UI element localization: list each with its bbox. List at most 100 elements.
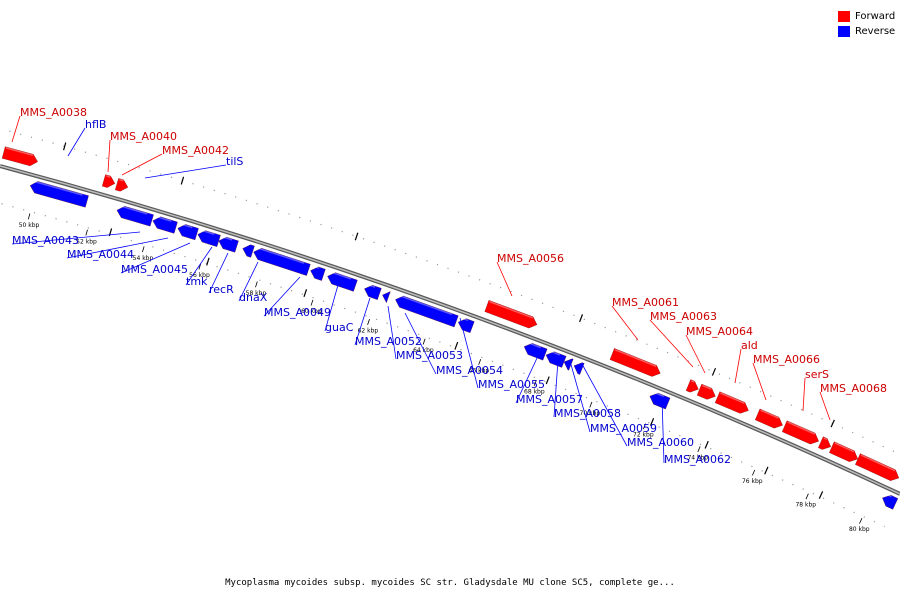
legend-forward: Forward — [838, 9, 895, 24]
gene-label: hflB — [85, 118, 106, 131]
backbone-highlight — [0, 165, 900, 495]
guide-dash — [830, 419, 835, 428]
tick-mark — [422, 338, 426, 345]
forward-gene-arrow — [782, 420, 819, 445]
label-leader — [685, 334, 706, 374]
label-leader — [611, 305, 639, 341]
reverse-gene-arrow-sheen — [652, 391, 664, 398]
gene-label: MMS_A0043 — [12, 234, 79, 247]
label-leader — [459, 317, 479, 389]
tick-mark — [478, 358, 482, 365]
tick-mark — [752, 469, 756, 476]
gene-label: MMS_A0063 — [650, 310, 717, 323]
guide-dash — [545, 376, 550, 385]
gene-label: MMS_A0058 — [554, 407, 621, 420]
label-leader — [553, 359, 559, 418]
forward-gene-arrow — [755, 408, 783, 429]
upper-dotted-guide — [9, 130, 900, 455]
reverse-gene-arrow — [573, 362, 585, 375]
reverse-gene-arrow-sheen — [220, 235, 233, 241]
forward-gene-arrow — [818, 436, 832, 450]
reverse-gene-arrow-sheen — [548, 349, 561, 356]
reverse-gene-arrow-sheen — [366, 283, 376, 288]
reverse-gene-arrow-sheen — [255, 246, 305, 264]
label-leader — [11, 115, 21, 143]
gene-label: serS — [805, 368, 829, 381]
legend-forward-label: Forward — [855, 11, 896, 22]
forward-gene-arrow-sheen — [5, 147, 34, 156]
forward-gene-arrow — [685, 379, 699, 393]
label-leader — [819, 391, 831, 421]
label-leader — [387, 305, 397, 360]
reverse-gene-arrow — [29, 181, 89, 208]
forward-gene-arrow — [484, 300, 538, 329]
reverse-gene-arrow — [364, 285, 382, 300]
label-leader — [496, 261, 513, 297]
label-leader — [515, 355, 539, 404]
forward-gene-arrow — [102, 174, 116, 188]
tick-mark — [367, 319, 370, 325]
gene-label: recR — [209, 283, 234, 296]
reverse-gene-arrow-sheen — [885, 493, 892, 498]
forward-gene-arrow-sheen — [834, 442, 855, 453]
forward-gene-arrow-sheen — [691, 380, 695, 383]
label-leader — [581, 363, 628, 447]
tick-label: 74 kbp — [687, 454, 708, 461]
tick-mark — [642, 423, 646, 430]
reverse-gene-arrow — [457, 318, 475, 333]
tick-mark — [805, 493, 809, 500]
forward-gene-arrow-sheen — [702, 384, 712, 390]
forward-gene-arrow-sheen — [860, 454, 896, 472]
tick-mark — [589, 401, 593, 408]
forward-gene-arrow — [696, 383, 716, 400]
gene-label: MMS_A0059 — [590, 422, 657, 435]
gene-label: MMS_A0038 — [20, 106, 87, 119]
label-leader — [208, 252, 229, 294]
reverse-gene-arrow — [882, 495, 899, 510]
label-leader — [404, 312, 437, 375]
legend-reverse-swatch — [838, 26, 850, 37]
gene-label: MMS_A0052 — [355, 335, 422, 348]
tick-label: 58 kbp — [246, 290, 267, 297]
label-leader — [263, 276, 301, 317]
forward-gene-arrow-sheen — [823, 437, 828, 441]
tick-label: 54 kbp — [133, 255, 154, 262]
tick-label: 72 kbp — [633, 432, 654, 439]
tick-label: 78 kbp — [795, 502, 816, 509]
tick-label: 80 kbp — [849, 526, 870, 533]
reverse-gene-arrow-sheen — [119, 204, 148, 215]
forward-gene-arrow — [829, 441, 859, 462]
tick-label: 64 kbp — [413, 347, 434, 354]
gene-label: tmk — [186, 275, 208, 288]
gene-label: MMS_A0060 — [627, 436, 694, 449]
label-leader — [120, 242, 191, 274]
reverse-gene-arrow — [177, 224, 199, 241]
label-leader — [67, 127, 86, 157]
tick-mark — [255, 281, 258, 288]
legend-reverse-label: Reverse — [855, 26, 896, 37]
tick-mark — [697, 446, 701, 453]
label-leader — [11, 231, 141, 245]
tick-label: 56 kbp — [189, 272, 210, 279]
sequence-caption: Mycoplasma mycoides subsp. mycoides SC s… — [225, 578, 675, 588]
forward-gene-arrow — [115, 178, 129, 192]
label-leader — [734, 348, 742, 384]
forward-gene-arrow-sheen — [489, 300, 534, 319]
reverse-gene-arrow — [545, 351, 567, 368]
label-leader — [649, 319, 694, 368]
reverse-gene-arrow — [253, 248, 311, 276]
forward-gene-arrow-sheen — [119, 178, 124, 182]
tick-mark — [859, 518, 863, 524]
gene-label: MMS_A0040 — [110, 130, 177, 143]
label-leader — [661, 397, 665, 464]
dotted-guides — [0, 130, 900, 528]
label-leader — [324, 284, 339, 332]
guide-dash — [303, 289, 308, 298]
guide-dash — [704, 440, 709, 449]
reverse-gene-arrow-sheen — [155, 215, 172, 222]
guide-dash — [711, 367, 717, 376]
reverse-gene-arrow-sheen — [200, 229, 215, 236]
reverse-gene-arrow — [242, 244, 255, 258]
guide-dash — [764, 466, 769, 475]
